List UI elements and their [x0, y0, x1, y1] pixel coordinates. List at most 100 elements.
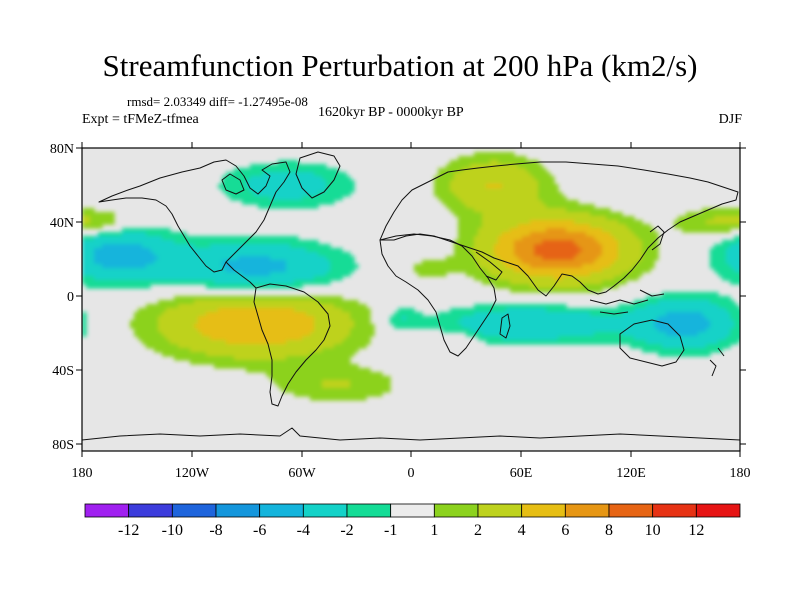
- field-cell: [466, 196, 471, 201]
- field-cell: [286, 272, 291, 277]
- field-cell: [118, 272, 123, 277]
- field-cell: [706, 212, 711, 217]
- field-cell: [274, 172, 279, 177]
- field-cell: [518, 260, 523, 265]
- field-cell: [610, 276, 615, 281]
- field-cell: [330, 388, 335, 393]
- field-cell: [518, 236, 523, 241]
- field-cell: [510, 332, 515, 337]
- field-cell: [170, 332, 175, 337]
- field-cell: [478, 252, 483, 257]
- field-cell: [490, 156, 495, 161]
- field-cell: [270, 348, 275, 353]
- field-cell: [538, 340, 543, 345]
- field-cell: [626, 340, 631, 345]
- field-cell: [162, 320, 167, 325]
- field-cell: [250, 260, 255, 265]
- field-cell: [486, 232, 491, 237]
- field-cell: [606, 316, 611, 321]
- lat-label-40n: 40N: [50, 216, 74, 231]
- field-cell: [290, 176, 295, 181]
- field-cell: [246, 268, 251, 273]
- field-cell: [518, 248, 523, 253]
- field-cell: [286, 276, 291, 281]
- field-cell: [178, 308, 183, 313]
- field-cell: [246, 328, 251, 333]
- field-cell: [454, 164, 459, 169]
- field-cell: [262, 184, 267, 189]
- field-cell: [246, 276, 251, 281]
- field-cell: [710, 224, 715, 229]
- field-cell: [650, 336, 655, 341]
- field-cell: [242, 184, 247, 189]
- field-cell: [542, 284, 547, 289]
- field-cell: [266, 356, 271, 361]
- field-cell: [562, 284, 567, 289]
- field-cell: [458, 256, 463, 261]
- field-cell: [546, 340, 551, 345]
- field-cell: [246, 236, 251, 241]
- field-cell: [358, 388, 363, 393]
- field-cell: [270, 276, 275, 281]
- field-cell: [494, 272, 499, 277]
- field-cell: [550, 244, 555, 249]
- field-cell: [86, 264, 91, 269]
- field-cell: [286, 164, 291, 169]
- field-cell: [250, 340, 255, 345]
- field-cell: [170, 248, 175, 253]
- field-cell: [358, 380, 363, 385]
- field-cell: [306, 384, 311, 389]
- field-cell: [530, 236, 535, 241]
- field-cell: [302, 184, 307, 189]
- field-cell: [210, 260, 215, 265]
- field-cell: [446, 188, 451, 193]
- field-cell: [198, 252, 203, 257]
- field-cell: [590, 244, 595, 249]
- field-cell: [266, 280, 271, 285]
- field-cell: [338, 328, 343, 333]
- field-cell: [618, 316, 623, 321]
- field-cell: [150, 248, 155, 253]
- field-cell: [682, 224, 687, 229]
- field-cell: [122, 272, 127, 277]
- field-cell: [566, 220, 571, 225]
- field-cell: [194, 316, 199, 321]
- field-cell: [458, 180, 463, 185]
- field-cell: [598, 276, 603, 281]
- field-cell: [690, 336, 695, 341]
- field-cell: [494, 232, 499, 237]
- field-cell: [330, 268, 335, 273]
- field-cell: [94, 256, 99, 261]
- field-cell: [174, 316, 179, 321]
- field-cell: [574, 204, 579, 209]
- field-cell: [462, 160, 467, 165]
- field-cell: [510, 196, 515, 201]
- field-cell: [462, 188, 467, 193]
- field-cell: [142, 232, 147, 237]
- field-cell: [626, 260, 631, 265]
- field-cell: [510, 304, 515, 309]
- field-cell: [518, 228, 523, 233]
- field-cell: [466, 332, 471, 337]
- field-cell: [354, 336, 359, 341]
- field-cell: [470, 216, 475, 221]
- field-cell: [474, 196, 479, 201]
- field-cell: [350, 308, 355, 313]
- field-cell: [486, 244, 491, 249]
- field-cell: [182, 252, 187, 257]
- field-cell: [602, 308, 607, 313]
- field-cell: [550, 248, 555, 253]
- field-cell: [314, 300, 319, 305]
- field-cell: [418, 316, 423, 321]
- field-cell: [642, 248, 647, 253]
- field-cell: [718, 344, 723, 349]
- field-cell: [578, 312, 583, 317]
- field-cell: [226, 248, 231, 253]
- field-cell: [222, 236, 227, 241]
- field-cell: [718, 268, 723, 273]
- field-cell: [670, 296, 675, 301]
- field-cell: [538, 280, 543, 285]
- field-cell: [626, 248, 631, 253]
- field-cell: [274, 280, 279, 285]
- field-cell: [686, 312, 691, 317]
